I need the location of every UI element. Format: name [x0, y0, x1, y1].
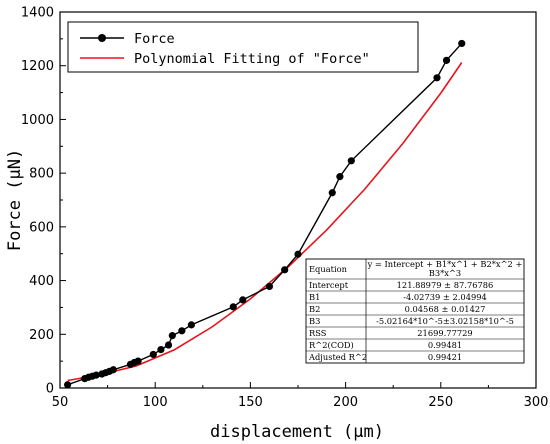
force-point — [168, 332, 176, 340]
fit-table-key: B3 — [309, 316, 320, 326]
legend-force-label: Force — [134, 31, 175, 47]
legend-force-marker — [98, 34, 106, 42]
fit-table-value: -4.02739 ± 2.04994 — [403, 292, 487, 302]
force-point — [328, 189, 336, 197]
force-point — [134, 357, 142, 365]
legend: Force Polynomial Fitting of "Force" — [67, 21, 419, 73]
y-axis-title: Force (μN) — [5, 149, 25, 251]
fit-table-key: Adjusted R^2 — [308, 352, 367, 362]
fit-table-frame — [305, 258, 525, 364]
legend-fit-label: Polynomial Fitting of "Force" — [134, 51, 370, 67]
x-axis-title: displacement (μm) — [210, 422, 384, 442]
legend-box — [67, 21, 419, 73]
force-point — [187, 321, 195, 329]
y-tick-label: 1000 — [21, 113, 54, 128]
y-tick-label: 800 — [29, 167, 54, 182]
force-point — [229, 303, 237, 311]
force-point — [294, 250, 302, 258]
force-point — [347, 157, 355, 165]
force-point — [433, 74, 441, 82]
x-tick-label: 250 — [428, 395, 453, 410]
force-point — [157, 345, 165, 354]
fit-table-key: Intercept — [309, 280, 349, 290]
axis-ticks: 50 100 150 200 250 300 0 200 400 600 800 1000 1200 14… — [21, 6, 549, 411]
x-tick-label: 150 — [238, 395, 263, 410]
fit-table-value: 0.99481 — [428, 340, 462, 350]
force-point — [265, 282, 274, 291]
y-tick-label: 600 — [29, 220, 54, 235]
force-point — [281, 266, 289, 274]
x-tick-label: 300 — [524, 395, 549, 410]
fit-table-value: B3*x^3 — [429, 268, 461, 278]
fit-table-key: R^2(COD) — [309, 340, 354, 350]
force-point — [336, 173, 344, 181]
x-tick-label: 50 — [52, 395, 69, 410]
force-point — [442, 56, 451, 64]
force-point — [92, 371, 100, 379]
fit-results-table: Equation y = Intercept + B1*x^1 + B2*x^2 … — [305, 258, 525, 364]
fit-table-value: 21699.77729 — [417, 328, 472, 338]
force-point — [149, 350, 157, 359]
fit-table-value: 121.88979 ± 87.76786 — [397, 280, 494, 290]
force-point — [458, 39, 466, 48]
fit-table-value: -5.02164*10^-5±3.02158*10^-5 — [376, 316, 514, 326]
x-tick-label: 200 — [333, 395, 358, 410]
force-point — [164, 341, 173, 349]
force-point — [178, 327, 186, 335]
force-point — [239, 296, 247, 304]
fit-table-key: B2 — [309, 304, 320, 314]
y-tick-label: 1400 — [21, 6, 54, 21]
y-tick-label: 200 — [29, 328, 54, 343]
y-tick-label: 1200 — [21, 59, 54, 74]
force-point — [109, 366, 117, 374]
fit-table-value: y = Intercept + B1*x^1 + B2*x^2 + — [367, 259, 523, 269]
fit-table-value: 0.04568 ± 0.01427 — [405, 304, 486, 314]
x-tick-label: 100 — [143, 395, 168, 410]
y-tick-label: 400 — [29, 274, 54, 289]
force-point — [64, 381, 72, 389]
y-tick-label: 0 — [46, 382, 54, 397]
fit-table-key: Equation — [309, 264, 348, 274]
fit-table-value: 0.99421 — [428, 352, 462, 362]
fit-table-key: RSS — [309, 328, 327, 338]
fit-table-key: B1 — [309, 292, 320, 302]
